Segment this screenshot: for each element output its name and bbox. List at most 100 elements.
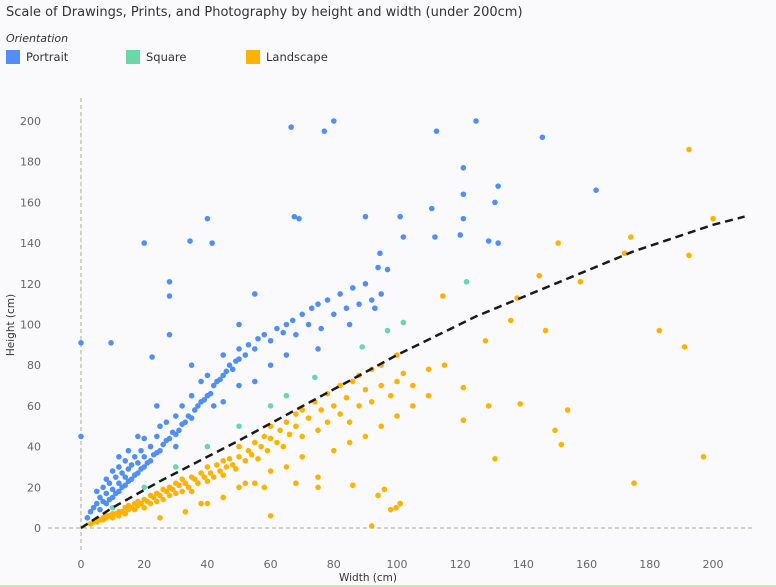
point-portrait xyxy=(125,447,132,454)
point-landscape xyxy=(394,378,400,385)
point-landscape xyxy=(343,394,350,401)
point-landscape xyxy=(315,474,321,480)
point-portrait xyxy=(209,240,215,246)
point-landscape xyxy=(681,344,688,350)
point-portrait xyxy=(236,346,242,352)
point-portrait xyxy=(97,506,103,513)
point-landscape xyxy=(229,462,236,468)
point-portrait xyxy=(163,419,170,425)
point-portrait xyxy=(157,423,163,430)
point-landscape xyxy=(425,392,432,399)
point-square xyxy=(204,443,211,450)
legend-title: Orientation xyxy=(6,32,69,45)
legend-item-square[interactable]: Square xyxy=(126,50,187,64)
point-landscape xyxy=(362,386,369,393)
x-tick-label: 200 xyxy=(703,558,724,571)
point-landscape xyxy=(315,427,321,434)
point-landscape xyxy=(157,492,163,499)
legend-item-landscape[interactable]: Landscape xyxy=(246,50,328,64)
point-landscape xyxy=(122,510,129,517)
point-landscape xyxy=(485,403,492,409)
point-landscape xyxy=(555,240,561,246)
point-landscape xyxy=(387,506,394,513)
point-portrait xyxy=(356,301,362,307)
point-portrait xyxy=(432,234,438,240)
point-portrait xyxy=(315,346,321,352)
point-portrait xyxy=(377,250,383,257)
point-portrait xyxy=(495,183,501,189)
point-landscape xyxy=(381,486,388,493)
legend-item-portrait[interactable]: Portrait xyxy=(6,50,68,64)
point-landscape xyxy=(210,474,217,480)
point-landscape xyxy=(214,462,220,468)
point-portrait xyxy=(147,443,154,450)
point-portrait xyxy=(187,238,193,244)
point-portrait xyxy=(289,317,296,324)
point-portrait xyxy=(283,321,290,328)
point-portrait xyxy=(220,372,226,379)
point-landscape xyxy=(141,504,147,511)
point-landscape xyxy=(204,464,211,470)
point-landscape xyxy=(315,484,321,491)
point-portrait xyxy=(138,447,144,454)
point-landscape xyxy=(577,278,584,285)
point-portrait xyxy=(210,403,217,409)
point-landscape xyxy=(460,417,467,423)
point-landscape xyxy=(552,427,558,434)
point-portrait xyxy=(261,331,268,338)
x-tick-label: 20 xyxy=(137,558,151,571)
point-portrait xyxy=(131,453,138,460)
y-tick-label: 100 xyxy=(20,319,41,332)
point-landscape xyxy=(179,488,185,495)
bottom-border xyxy=(0,585,776,587)
point-landscape xyxy=(223,464,230,470)
point-portrait xyxy=(198,378,204,385)
point-landscape xyxy=(286,431,293,438)
point-portrait xyxy=(384,266,391,273)
y-tick-label: 40 xyxy=(27,441,41,454)
point-portrait xyxy=(324,297,331,303)
point-portrait xyxy=(154,403,160,409)
point-portrait xyxy=(346,321,353,328)
point-portrait xyxy=(141,435,147,442)
point-landscape xyxy=(242,480,249,487)
point-landscape xyxy=(182,508,189,515)
point-landscape xyxy=(375,492,381,499)
point-landscape xyxy=(258,443,264,450)
point-portrait xyxy=(108,340,114,346)
point-portrait xyxy=(372,305,378,312)
point-landscape xyxy=(204,478,211,484)
point-portrait xyxy=(236,382,242,389)
point-landscape xyxy=(116,512,122,519)
point-portrait xyxy=(252,291,258,297)
point-portrait xyxy=(305,321,312,328)
x-tick-label: 180 xyxy=(639,558,660,571)
point-portrait xyxy=(116,480,122,487)
point-portrait xyxy=(182,419,189,425)
point-portrait xyxy=(166,331,173,338)
point-landscape xyxy=(163,488,170,495)
point-portrait xyxy=(154,433,160,440)
point-landscape xyxy=(150,494,157,501)
point-portrait xyxy=(94,500,100,507)
point-portrait xyxy=(201,396,208,403)
point-landscape xyxy=(400,370,407,377)
point-portrait xyxy=(362,281,369,287)
point-landscape xyxy=(299,407,306,413)
point-landscape xyxy=(387,392,394,399)
point-portrait xyxy=(236,356,242,362)
point-portrait xyxy=(460,191,467,198)
point-landscape xyxy=(346,419,353,425)
point-portrait xyxy=(296,215,302,222)
point-landscape xyxy=(507,317,514,324)
point-portrait xyxy=(122,474,129,480)
point-portrait xyxy=(433,128,440,134)
y-tick-label: 80 xyxy=(27,359,41,372)
point-portrait xyxy=(204,372,211,379)
point-portrait xyxy=(109,486,116,493)
point-landscape xyxy=(283,464,290,470)
point-landscape xyxy=(492,456,498,462)
point-portrait xyxy=(103,500,110,507)
point-landscape xyxy=(252,439,258,446)
point-landscape xyxy=(368,399,375,405)
